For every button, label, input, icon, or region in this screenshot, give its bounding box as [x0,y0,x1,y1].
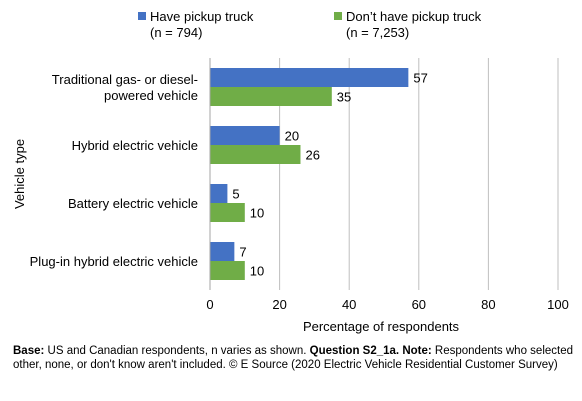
category-label: Battery electric vehicle [68,196,198,211]
legend-n: (n = 794) [150,25,203,40]
bar [210,184,228,203]
x-tick-label: 100 [547,297,569,312]
bar [210,126,280,145]
data-label: 35 [337,90,351,105]
legend-swatch-blue [138,12,146,20]
legend-swatch-green [334,12,342,20]
bar-chart: 0 20 40 60 80 100 Percentage of respondents Veh… [12,58,569,334]
data-label: 26 [305,148,319,163]
bar [210,261,245,280]
bar [210,242,235,261]
data-label: 57 [413,71,427,86]
footnote-note-text: Respondents who selected other, none, or… [13,345,574,371]
footnote: Base: US and Canadian respondents, n var… [13,344,573,372]
category-label: Plug-in hybrid electric vehicle [30,254,198,269]
legend-item-no-pickup: Don’t have pickup truck (n = 7,253) [334,9,481,41]
data-label: 10 [250,264,264,279]
x-tick-label: 40 [342,297,356,312]
x-tick-label: 60 [412,297,426,312]
bar [210,68,409,87]
category-label: Hybrid electric vehicle [72,138,198,153]
footnote-base-label: Base: [13,345,45,357]
bar [210,87,332,106]
legend-item-have-pickup: Have pickup truck (n = 794) [138,9,253,41]
legend-label: Have pickup truck [150,9,254,24]
x-tick-label: 0 [206,297,213,312]
x-axis-label: Percentage of respondents [303,319,460,334]
data-label: 7 [239,245,246,260]
footnote-question-label: Question S2_1a. [309,345,400,357]
legend-n: (n = 7,253) [346,25,410,40]
data-label: 5 [232,187,239,202]
bar [210,203,245,222]
x-tick-label: 20 [272,297,286,312]
y-axis-label: Vehicle type [12,139,27,209]
x-tick-label: 80 [481,297,495,312]
data-label: 10 [250,206,264,221]
category-label: powered vehicle [104,88,198,103]
footnote-base-text: US and Canadian respondents, n varies as… [44,345,310,357]
legend-label: Don’t have pickup truck [346,9,482,24]
data-label: 20 [285,129,299,144]
category-label: Traditional gas- or diesel- [52,72,198,87]
footnote-note-label: Note: [399,345,432,357]
bar [210,145,301,164]
